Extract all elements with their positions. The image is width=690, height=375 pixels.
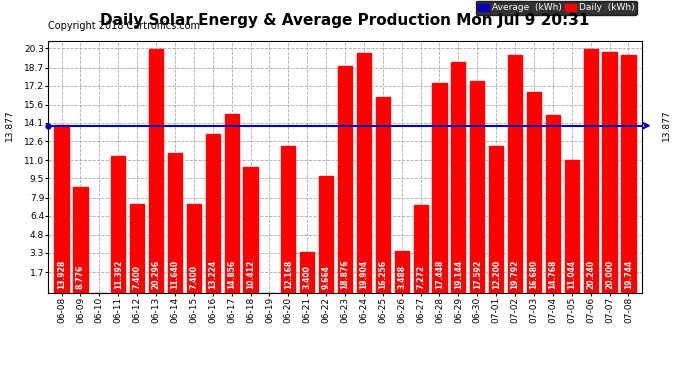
Bar [282, 146, 295, 292]
Text: 19.904: 19.904 [359, 260, 368, 289]
Bar [149, 48, 163, 292]
Text: Daily Solar Energy & Average Production Mon Jul 9 20:31: Daily Solar Energy & Average Production … [100, 13, 590, 28]
Bar [433, 83, 446, 292]
Text: 18.876: 18.876 [340, 260, 350, 289]
Bar [300, 252, 314, 292]
Bar [489, 146, 503, 292]
Text: 13.928: 13.928 [57, 260, 66, 289]
Text: 14.856: 14.856 [227, 260, 236, 289]
Text: 13.877: 13.877 [662, 110, 671, 141]
Bar [564, 160, 579, 292]
Text: 19.744: 19.744 [624, 260, 633, 289]
Text: 17.592: 17.592 [473, 260, 482, 289]
Bar [602, 52, 617, 292]
Text: 12.200: 12.200 [492, 260, 501, 289]
Bar [338, 66, 352, 292]
Text: 13.224: 13.224 [208, 260, 217, 289]
Legend: Average  (kWh), Daily  (kWh): Average (kWh), Daily (kWh) [475, 0, 637, 15]
Bar [168, 153, 182, 292]
Text: 19.792: 19.792 [511, 260, 520, 289]
Text: 7.272: 7.272 [416, 265, 425, 289]
Bar [376, 97, 390, 292]
Bar [130, 204, 144, 292]
Text: 7.400: 7.400 [189, 265, 198, 289]
Text: 9.664: 9.664 [322, 265, 331, 289]
Text: Copyright 2018 Cartronics.com: Copyright 2018 Cartronics.com [48, 21, 200, 31]
Text: 14.768: 14.768 [549, 260, 558, 289]
Bar [73, 187, 88, 292]
Text: 11.392: 11.392 [114, 260, 123, 289]
Text: 3.488: 3.488 [397, 265, 406, 289]
Text: 17.448: 17.448 [435, 260, 444, 289]
Bar [622, 55, 635, 292]
Text: 11.044: 11.044 [567, 260, 576, 289]
Bar [224, 114, 239, 292]
Bar [357, 53, 371, 292]
Text: 3.400: 3.400 [303, 265, 312, 289]
Text: 19.144: 19.144 [454, 260, 463, 289]
Bar [111, 156, 126, 292]
Bar [413, 205, 428, 292]
Bar [451, 62, 466, 292]
Text: 20.000: 20.000 [605, 260, 614, 289]
Text: 20.296: 20.296 [152, 260, 161, 289]
Text: 12.168: 12.168 [284, 260, 293, 289]
Text: 13.877: 13.877 [5, 110, 14, 141]
Bar [527, 92, 541, 292]
Text: 11.640: 11.640 [170, 260, 179, 289]
Bar [584, 49, 598, 292]
Bar [206, 134, 220, 292]
Text: 10.412: 10.412 [246, 260, 255, 289]
Text: 8.776: 8.776 [76, 265, 85, 289]
Bar [508, 55, 522, 292]
Bar [319, 176, 333, 292]
Bar [395, 251, 408, 292]
Text: 16.680: 16.680 [529, 260, 538, 289]
Text: 20.240: 20.240 [586, 260, 595, 289]
Bar [55, 125, 68, 292]
Bar [244, 167, 257, 292]
Text: 7.400: 7.400 [132, 265, 141, 289]
Bar [470, 81, 484, 292]
Bar [546, 115, 560, 292]
Bar [187, 204, 201, 292]
Text: 16.256: 16.256 [378, 260, 387, 289]
